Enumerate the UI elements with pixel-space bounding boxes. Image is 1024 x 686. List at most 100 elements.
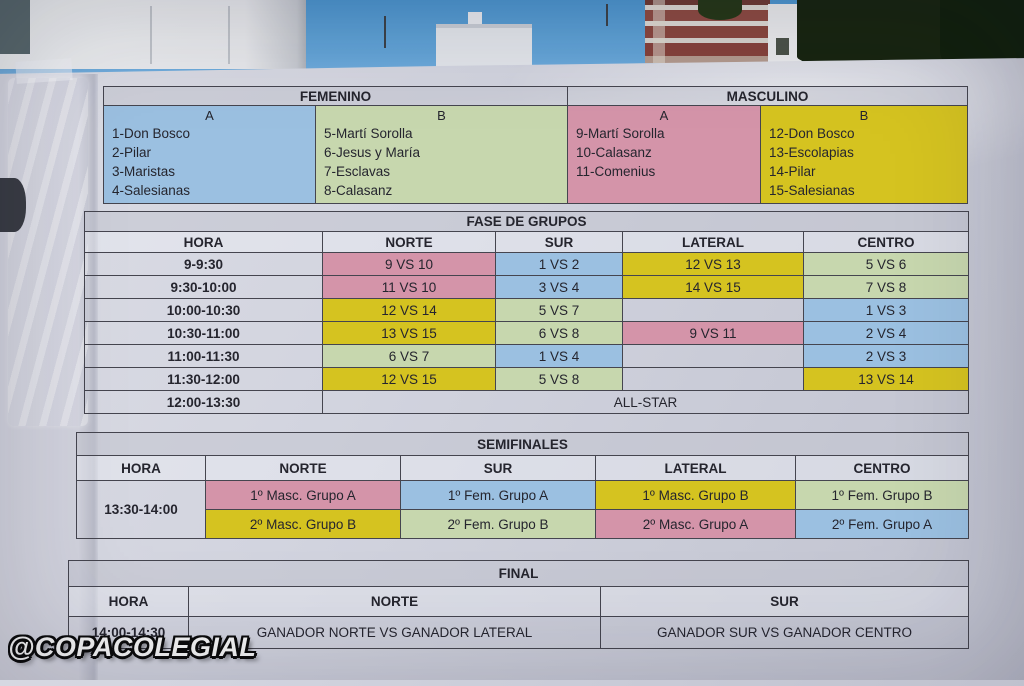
fase-hora: 11:30-12:00 xyxy=(84,367,323,391)
final-header-norte: NORTE xyxy=(188,586,601,617)
fase-header-norte: NORTE xyxy=(322,231,496,253)
building-seam xyxy=(228,6,230,64)
team-name: 6-Jesus y María xyxy=(324,145,421,160)
semis-header-norte: NORTE xyxy=(205,455,401,481)
semifinales-title: SEMIFINALES xyxy=(75,432,970,456)
match-cell: 2 VS 4 xyxy=(802,321,970,345)
group-label: A xyxy=(205,108,214,123)
semis-header-hora: HORA xyxy=(76,455,206,481)
semi-match-cell: 2º Masc. Grupo A xyxy=(595,509,796,539)
fase-de-grupos-table: FASE DE GRUPOS HORA NORTE SUR LATERAL CE… xyxy=(83,211,970,414)
match-cell: 5 VS 8 xyxy=(495,367,623,391)
match-cell: 2 VS 3 xyxy=(802,344,970,368)
team-name: 8-Calasanz xyxy=(324,183,393,198)
semis-header-lateral: LATERAL xyxy=(595,455,796,481)
final-header-sur: SUR xyxy=(599,586,970,617)
team-name: 3-Maristas xyxy=(112,164,176,179)
match-cell: 14 VS 15 xyxy=(622,275,804,299)
fase-hora: 10:00-10:30 xyxy=(84,298,323,322)
match-cell: 9 VS 11 xyxy=(622,321,804,345)
team-name: 11-Comenius xyxy=(576,164,656,179)
team-name: 15-Salesianas xyxy=(769,183,855,198)
semi-match-cell: 1º Fem. Grupo A xyxy=(400,480,596,510)
semi-match-cell: 2º Masc. Grupo B xyxy=(205,509,401,539)
group-label: B xyxy=(437,108,446,123)
fase-header-centro: CENTRO xyxy=(802,231,970,253)
group-label: A xyxy=(659,108,669,123)
semifinales-table: SEMIFINALES HORA NORTE SUR LATERAL CENTR… xyxy=(75,432,970,539)
team-name: 7-Esclavas xyxy=(324,164,391,179)
final-header-hora: HORA xyxy=(68,586,189,617)
match-cell: 12 VS 14 xyxy=(322,298,496,322)
antenna-pole xyxy=(606,4,608,26)
final-table: FINAL HORA NORTE SUR 14:00-14:30 GANADOR… xyxy=(67,560,970,649)
groups-table: FEMENINO MASCULINO A 1-Don Bosco 2-Pilar… xyxy=(102,86,969,204)
fase-hora: 9-9:30 xyxy=(84,252,323,276)
building-right-white xyxy=(768,4,802,62)
match-cell: 9 VS 10 xyxy=(322,252,496,276)
femenino-group-b: B 5-Martí Sorolla 6-Jesus y María 7-Escl… xyxy=(314,105,569,204)
clip-shadow xyxy=(0,178,26,232)
semis-hora: 13:30-14:00 xyxy=(76,480,206,539)
tree-foliage xyxy=(698,0,742,20)
antenna-pole xyxy=(384,16,386,48)
match-cell: 1 VS 3 xyxy=(802,298,970,322)
semi-match-cell: 1º Masc. Grupo B xyxy=(595,480,796,510)
match-cell: 5 VS 6 xyxy=(802,252,970,276)
copacolegial-watermark: @COPACOLEGIAL xyxy=(8,632,257,662)
semi-match-cell: 2º Fem. Grupo A xyxy=(794,509,970,539)
fase-header-sur: SUR xyxy=(495,231,623,253)
match-cell xyxy=(622,298,804,322)
team-name: 12-Don Bosco xyxy=(769,126,855,141)
femenino-group-a: A 1-Don Bosco 2-Pilar 3-Maristas 4-Sales… xyxy=(103,105,316,204)
match-cell: 12 VS 13 xyxy=(622,252,804,276)
match-cell: 6 VS 7 xyxy=(322,344,496,368)
rooftop-structure xyxy=(468,12,482,26)
fase-hora: 12:00-13:30 xyxy=(84,390,323,414)
match-cell: 11 VS 10 xyxy=(322,275,496,299)
semis-header-centro: CENTRO xyxy=(794,455,970,481)
match-cell: 12 VS 15 xyxy=(322,367,496,391)
building-column xyxy=(653,0,665,63)
final-match-sur: GANADOR SUR VS GANADOR CENTRO xyxy=(599,616,970,649)
semi-match-cell: 1º Fem. Grupo B xyxy=(794,480,970,510)
semi-match-cell: 2º Fem. Grupo B xyxy=(400,509,596,539)
team-name: 5-Martí Sorolla xyxy=(324,126,413,141)
group-label: B xyxy=(859,108,869,123)
match-cell: 5 VS 7 xyxy=(495,298,623,322)
match-cell: 1 VS 2 xyxy=(495,252,623,276)
fase-hora: 9:30-10:00 xyxy=(84,275,323,299)
team-name: 10-Calasanz xyxy=(576,145,652,160)
team-name: 4-Salesianas xyxy=(112,183,191,198)
team-name: 13-Escolapias xyxy=(769,145,854,160)
building-seam xyxy=(150,6,152,64)
match-cell: 6 VS 8 xyxy=(495,321,623,345)
match-cell: 13 VS 14 xyxy=(802,367,970,391)
building-left-white xyxy=(0,0,306,69)
tape-strip xyxy=(8,78,88,426)
match-cell: 3 VS 4 xyxy=(495,275,623,299)
semi-match-cell: 1º Masc. Grupo A xyxy=(205,480,401,510)
final-match-norte: GANADOR NORTE VS GANADOR LATERAL xyxy=(188,616,601,649)
semis-header-sur: SUR xyxy=(400,455,596,481)
window xyxy=(776,38,789,55)
fase-title: FASE DE GRUPOS xyxy=(83,211,970,232)
femenino-title: FEMENINO xyxy=(102,86,569,106)
team-name: 1-Don Bosco xyxy=(112,126,191,141)
building-mid-white xyxy=(436,24,532,68)
wall-corner xyxy=(0,0,30,54)
fase-hora: 10:30-11:00 xyxy=(84,321,323,345)
fase-hora: 11:00-11:30 xyxy=(84,344,323,368)
match-cell: 13 VS 15 xyxy=(322,321,496,345)
team-name: 9-Martí Sorolla xyxy=(576,126,665,141)
masculino-group-a: A 9-Martí Sorolla 10-Calasanz 11-Comeniu… xyxy=(567,105,762,204)
match-cell xyxy=(622,367,804,391)
final-title: FINAL xyxy=(67,560,970,587)
team-name: 14-Pilar xyxy=(769,164,816,179)
masculino-title: MASCULINO xyxy=(567,86,969,106)
match-cell: 1 VS 4 xyxy=(495,344,623,368)
masculino-group-b: B 12-Don Bosco 13-Escolapias 14-Pilar 15… xyxy=(760,105,969,204)
match-cell: 7 VS 8 xyxy=(802,275,970,299)
team-name: 2-Pilar xyxy=(112,145,152,160)
fase-header-hora: HORA xyxy=(84,231,323,253)
